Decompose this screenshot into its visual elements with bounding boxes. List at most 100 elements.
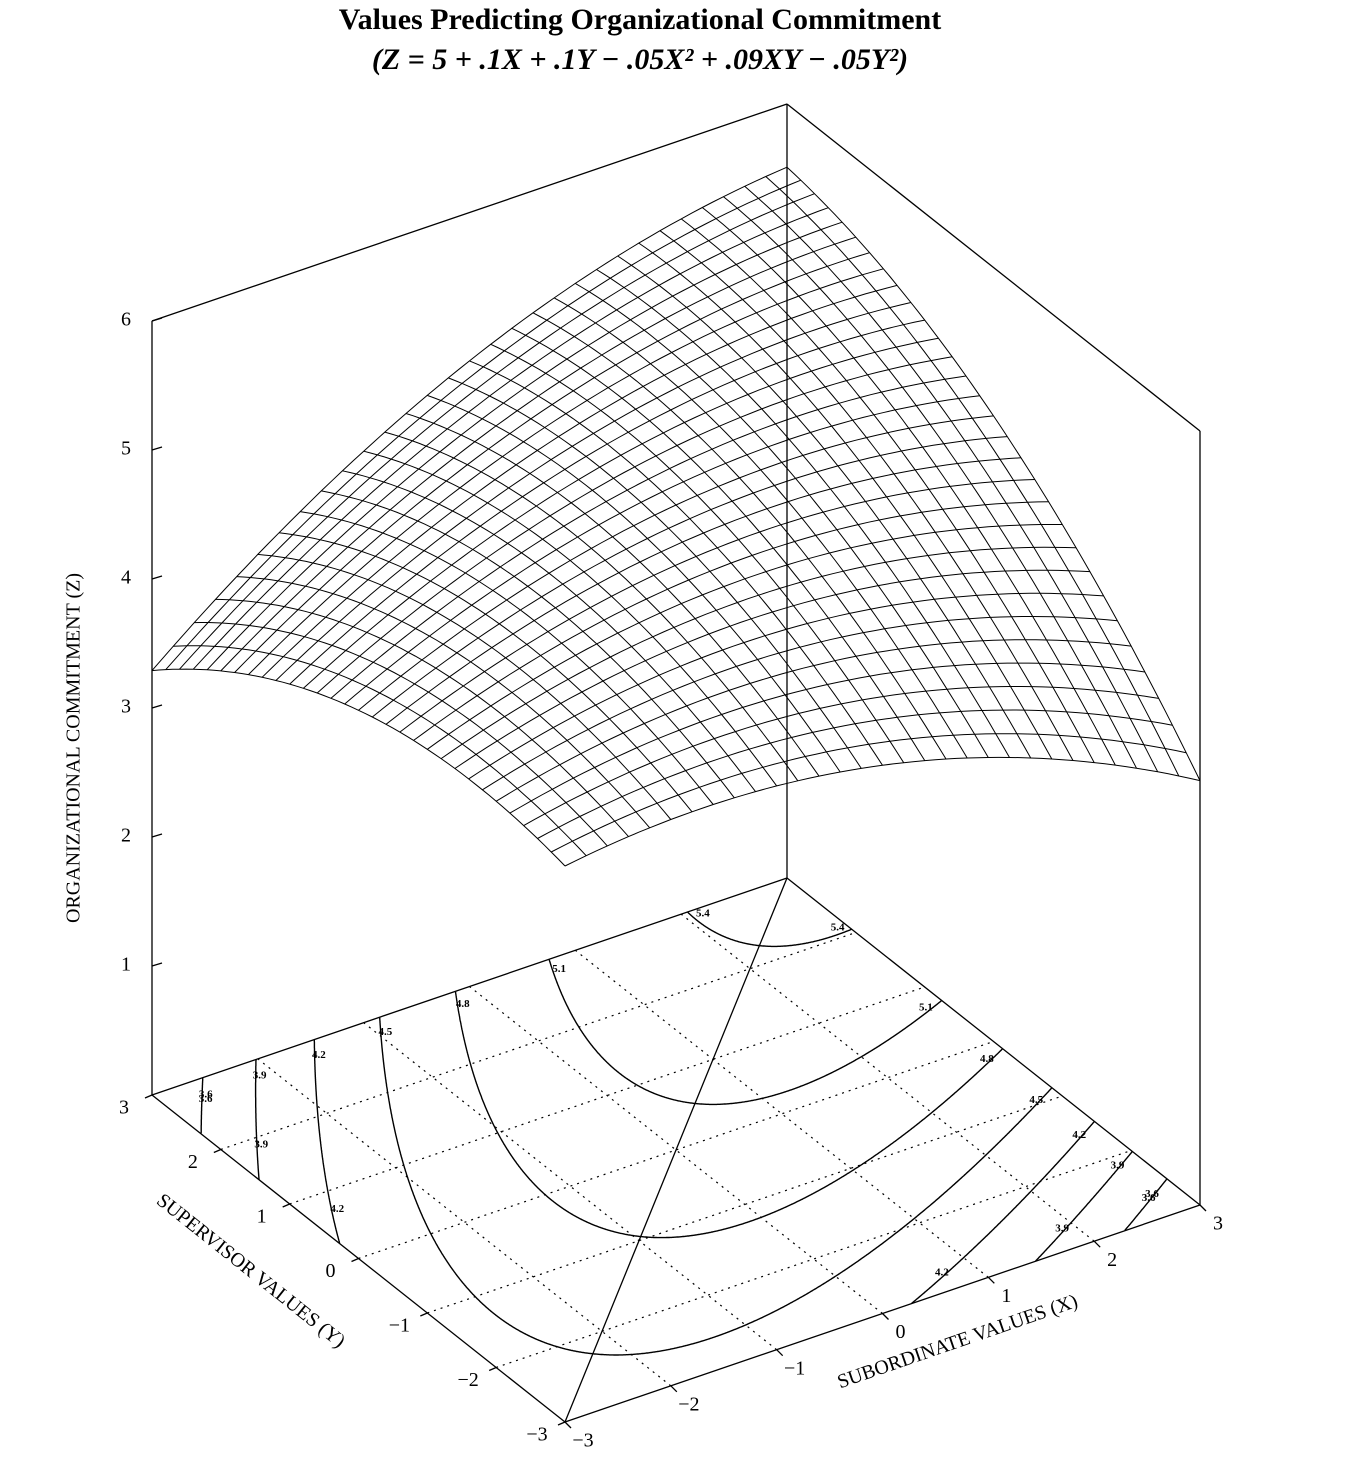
contour-line — [548, 959, 942, 1106]
surface-mesh — [261, 284, 898, 678]
x-tick-label: 0 — [896, 1321, 906, 1343]
contour-label: 3.9 — [1055, 1222, 1069, 1234]
contour-label: 4.2 — [1072, 1129, 1086, 1141]
surface-mesh — [532, 312, 947, 760]
box-edge — [151, 103, 788, 322]
z-tick-label: 5 — [121, 438, 131, 460]
surface-mesh — [553, 297, 968, 759]
x-tick — [564, 1421, 572, 1429]
contour-label: 4.5 — [1029, 1094, 1043, 1106]
y-tick-label: 0 — [326, 1260, 336, 1282]
x-tick — [987, 1276, 995, 1284]
contour-line — [687, 911, 852, 948]
contour-line — [911, 1121, 1095, 1304]
surface-mesh — [469, 360, 883, 766]
surface-mesh — [765, 176, 1180, 777]
surface-mesh — [427, 394, 841, 773]
z-tick — [151, 317, 163, 322]
grid-line — [495, 1149, 1132, 1369]
surface-mesh — [537, 709, 1173, 839]
contour-label: 4.8 — [456, 998, 470, 1010]
z-tick — [151, 446, 163, 451]
grid-line — [427, 1095, 1063, 1314]
surface-mesh — [744, 185, 1159, 773]
contour-line — [1035, 1151, 1133, 1262]
surface-mesh — [179, 193, 815, 670]
contour-label: 4.2 — [312, 1049, 326, 1061]
contour-line — [454, 991, 1003, 1239]
y-tick-label: −1 — [389, 1315, 410, 1337]
grid-line — [220, 931, 857, 1151]
y-tick — [488, 1366, 497, 1372]
contour-label: 4.2 — [935, 1266, 949, 1278]
contour-line — [1124, 1178, 1168, 1231]
surface-mesh — [215, 598, 629, 837]
contour-label: 3.6 — [199, 1093, 213, 1105]
chart-subtitle: (Z = 5 + .1X + .1Y − .05X² + .09XY − .05… — [372, 43, 908, 76]
surface-mesh — [385, 457, 1022, 725]
z-tick-label: 1 — [121, 954, 131, 976]
surface-mesh — [440, 546, 1077, 760]
surface-mesh — [550, 733, 1187, 853]
surface-mesh — [482, 616, 1118, 791]
floor-edge — [786, 877, 1201, 1206]
z-tick-label: 2 — [121, 825, 131, 847]
surface-mesh — [206, 221, 843, 671]
contour-line — [313, 1039, 341, 1244]
z-tick-label: 4 — [121, 567, 131, 589]
x-tick-label: −1 — [784, 1357, 805, 1379]
y-tick — [144, 1094, 153, 1099]
surface-mesh — [151, 166, 788, 671]
x-tick-label: 3 — [1213, 1213, 1223, 1235]
surface-mesh — [509, 662, 1145, 814]
z-tick-label: 3 — [121, 696, 131, 718]
surface-mesh — [723, 196, 1137, 769]
surface-mesh — [192, 207, 829, 670]
x-tick-label: 2 — [1107, 1249, 1117, 1271]
x-tick-label: −2 — [678, 1393, 699, 1415]
surface-mesh — [384, 431, 799, 782]
contour-line — [254, 1059, 260, 1180]
z-tick — [151, 833, 163, 838]
contour-label: 3.6 — [1145, 1188, 1159, 1200]
grid-line — [363, 1022, 778, 1351]
z-tick — [151, 962, 163, 967]
surface-mesh — [173, 645, 587, 857]
contour-label: 5.4 — [831, 921, 845, 933]
surface-mesh — [194, 622, 608, 847]
contour-line — [200, 1077, 204, 1134]
chart-title: Values Predicting Organizational Commitm… — [339, 3, 941, 36]
contour-label: 3.6 — [199, 1089, 213, 1101]
contour-label: 3.6 — [1142, 1192, 1156, 1204]
contour-label: 5.1 — [552, 963, 566, 975]
contour-label: 4.5 — [378, 1026, 392, 1038]
contour-label: 5.1 — [919, 1002, 933, 1014]
y-tick-label: −3 — [526, 1424, 547, 1446]
surface-mesh — [220, 236, 856, 672]
y-tick-label: 3 — [119, 1097, 129, 1119]
contour-label: 3.9 — [254, 1138, 268, 1150]
contour-label: 3.9 — [1111, 1160, 1125, 1172]
y-tick — [557, 1421, 566, 1426]
y-axis-label: SUPERVISOR VALUES (Y) — [152, 1189, 349, 1352]
contour-label: 3.9 — [253, 1070, 267, 1082]
x-tick — [1199, 1204, 1207, 1212]
x-tick — [882, 1313, 889, 1320]
surface-mesh — [344, 395, 980, 705]
floor-diagonal — [564, 877, 788, 1423]
y-tick — [351, 1257, 359, 1263]
contour-line — [379, 1017, 1053, 1356]
x-tick — [670, 1385, 678, 1393]
y-tick-label: 2 — [188, 1151, 198, 1173]
surface-mesh — [165, 179, 801, 670]
x-tick-label: −3 — [572, 1430, 593, 1452]
x-tick — [776, 1349, 784, 1357]
grid-line — [574, 949, 989, 1278]
contour-label: 4.2 — [330, 1203, 344, 1215]
y-tick — [213, 1148, 222, 1154]
grid-line — [680, 913, 1095, 1242]
x-tick — [1093, 1240, 1101, 1248]
box-edge — [786, 103, 1201, 432]
y-tick-label: −2 — [458, 1369, 479, 1391]
